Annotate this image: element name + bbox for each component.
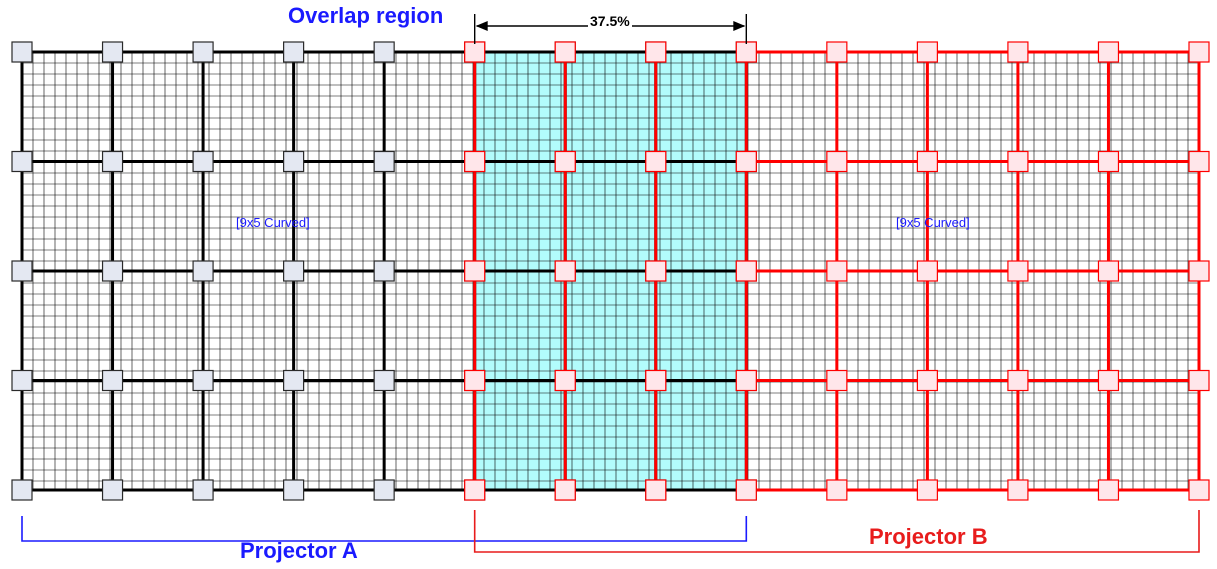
projector-a-control-point — [283, 150, 305, 173]
overlap-dim-arrow-right — [733, 21, 746, 31]
projector-a-control-point — [192, 260, 214, 282]
projector-b-control-point — [1188, 369, 1210, 392]
projector-a-control-point — [192, 369, 214, 392]
projector-b-control-point — [554, 369, 576, 392]
projector-b-control-point — [826, 260, 848, 282]
projector-b-control-point — [735, 41, 757, 63]
projector-b-control-point — [916, 260, 938, 282]
projector-b-control-point — [1097, 41, 1120, 63]
projector-b-control-point — [826, 369, 848, 392]
projector-b-control-point — [826, 41, 848, 63]
projector-b-control-point — [916, 479, 938, 501]
projector-a-control-point — [11, 260, 33, 282]
projector-b-control-point — [554, 260, 576, 282]
projector-b-grid-type: [9x5 Curved] — [896, 215, 970, 230]
projector-a-control-point — [373, 150, 395, 173]
projector-a-control-point — [283, 260, 305, 282]
projector-b-control-point — [1097, 479, 1120, 501]
projector-b-control-point — [464, 260, 486, 282]
projector-a-control-point — [101, 479, 124, 501]
projector-a-control-point — [192, 150, 214, 173]
projector-a-control-point — [192, 41, 214, 63]
projector-a-control-point — [101, 41, 124, 63]
projector-b-control-point — [645, 150, 667, 173]
projector-a-control-point — [373, 260, 395, 282]
projector-b-control-point — [464, 150, 486, 173]
projector-b-control-point — [1007, 41, 1029, 63]
projector-b-control-point — [645, 369, 667, 392]
projector-b-control-point — [464, 479, 486, 501]
projector-b-control-point — [554, 41, 576, 63]
projector-b-control-point — [1007, 150, 1029, 173]
projector-b-control-point — [826, 479, 848, 501]
projector-b-control-point — [464, 41, 486, 63]
projector-a-control-point — [11, 479, 33, 501]
projector-b-control-point — [735, 150, 757, 173]
projector-b-control-point — [1188, 41, 1210, 63]
projector-a-control-point — [101, 260, 124, 282]
projector-b-control-point — [464, 369, 486, 392]
projector-a-label: Projector A — [240, 538, 358, 563]
projector-b-bracket — [473, 510, 1200, 553]
overlap-percent-label: 37.5% — [588, 13, 632, 29]
projector-a-bracket — [21, 516, 748, 542]
overlap-region-title: Overlap region — [288, 3, 444, 28]
projector-a-control-point — [192, 479, 214, 501]
projector-b-control-point — [1188, 260, 1210, 282]
projector-a-control-point — [283, 479, 305, 501]
projector-a-control-point — [11, 369, 33, 392]
projector-b-control-point — [645, 479, 667, 501]
projector-b-control-point — [554, 150, 576, 173]
projector-b-control-point — [1007, 479, 1029, 501]
projector-b-control-point — [1007, 369, 1029, 392]
projector-a-control-point — [11, 150, 33, 173]
overlap-dim-arrow-left — [475, 21, 488, 31]
projector-b-control-point — [735, 369, 757, 392]
projector-b-label: Projector B — [869, 524, 988, 549]
projector-a-control-point — [373, 41, 395, 63]
projector-b-control-point — [1097, 150, 1120, 173]
projector-b-control-point — [916, 41, 938, 63]
projector-b-control-point — [645, 260, 667, 282]
projector-a-control-point — [283, 41, 305, 63]
projector-b-control-point — [1007, 260, 1029, 282]
projector-b-control-point — [826, 150, 848, 173]
projector-b-control-point — [1188, 150, 1210, 173]
projector-b-control-point — [916, 150, 938, 173]
projector-a-control-point — [11, 41, 33, 63]
projector-b-control-point — [735, 479, 757, 501]
projector-b-control-point — [735, 260, 757, 282]
projector-a-control-point — [373, 369, 395, 392]
projector-b-control-point — [1097, 369, 1120, 392]
projector-b-control-point — [916, 369, 938, 392]
projector-b-control-point — [645, 41, 667, 63]
projector-a-control-point — [373, 479, 395, 501]
projector-b-control-point — [554, 479, 576, 501]
projector-b-control-point — [1188, 479, 1210, 501]
projector-a-control-point — [101, 369, 124, 392]
projector-b-control-points — [464, 41, 1210, 501]
projector-a-control-point — [101, 150, 124, 173]
projector-a-grid-type: [9x5 Curved] — [236, 215, 310, 230]
projector-a-control-point — [283, 369, 305, 392]
projector-b-control-point — [1097, 260, 1120, 282]
